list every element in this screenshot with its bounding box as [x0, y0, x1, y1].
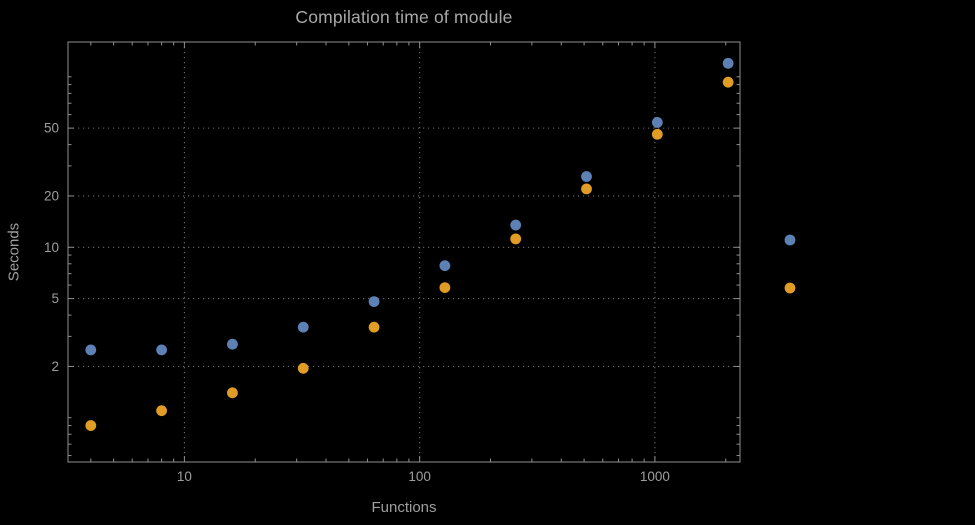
data-point-series-1 [722, 57, 734, 69]
y-tick-label: 20 [44, 188, 59, 203]
data-point-series-1 [156, 344, 168, 356]
data-point-series-2 [297, 362, 309, 374]
y-tick-label: 2 [51, 359, 59, 374]
data-point-series-1 [510, 219, 522, 231]
y-tick-label: 10 [44, 240, 59, 255]
data-point-series-2 [227, 387, 238, 399]
legend-marker-1 [784, 234, 796, 246]
plot-frame [67, 41, 741, 463]
x-tick-label: 10 [177, 469, 192, 484]
y-tick-label: 50 [44, 121, 59, 136]
data-point-series-2 [439, 282, 451, 293]
data-point-series-2 [368, 321, 380, 333]
x-axis-label: Functions [371, 499, 437, 516]
data-point-series-2 [85, 420, 97, 431]
data-point-series-2 [651, 128, 663, 140]
data-point-series-2 [510, 233, 522, 245]
chart-title: Compilation time of module [295, 7, 513, 27]
data-point-series-1 [651, 117, 663, 128]
data-point-series-1 [85, 344, 97, 356]
data-point-series-2 [156, 405, 168, 417]
data-point-series-1 [227, 338, 238, 350]
x-tick-label: 100 [408, 469, 431, 484]
data-point-series-1 [439, 260, 451, 272]
data-point-series-1 [368, 296, 380, 308]
data-point-series-2 [581, 183, 592, 195]
y-tick-label: 5 [51, 291, 59, 306]
legend-marker-2 [784, 282, 796, 294]
x-tick-label: 1000 [640, 469, 670, 484]
data-point-series-1 [297, 321, 309, 333]
data-point-series-1 [581, 171, 592, 182]
data-point-series-2 [722, 76, 734, 88]
